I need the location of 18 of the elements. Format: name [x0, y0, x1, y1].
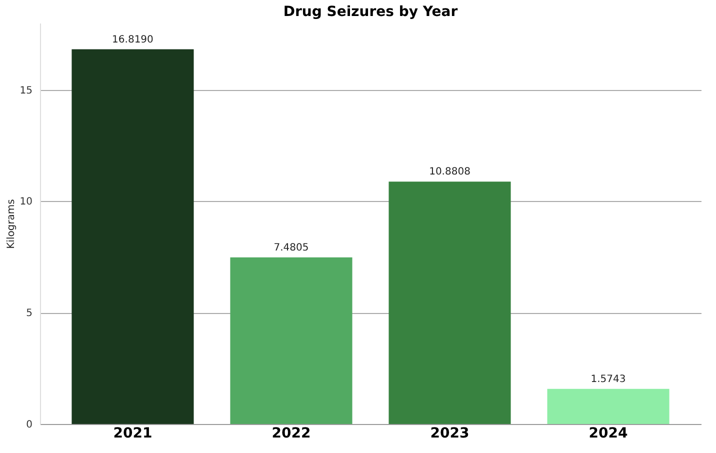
x-tick-label: 2022 [272, 426, 311, 442]
bar [72, 49, 194, 424]
x-tick-label: 2021 [113, 426, 152, 442]
data-label: 10.8808 [429, 166, 470, 178]
bar [547, 388, 670, 424]
x-tick-label: 2024 [588, 426, 628, 442]
y-axis-title: Kilograms [6, 199, 17, 249]
bar [230, 257, 352, 424]
y-tick-label: 0 [26, 420, 32, 430]
bar [388, 182, 511, 424]
chart-title: Drug Seizures by Year [283, 4, 458, 20]
data-label: 7.4805 [274, 242, 309, 254]
x-tick-label: 2023 [430, 426, 470, 442]
y-tick-label: 15 [20, 85, 32, 96]
y-tick-label: 10 [20, 196, 32, 208]
data-label: 1.5743 [590, 374, 626, 385]
data-label: 16.8190 [112, 34, 154, 46]
y-tick-label: 5 [26, 308, 32, 320]
